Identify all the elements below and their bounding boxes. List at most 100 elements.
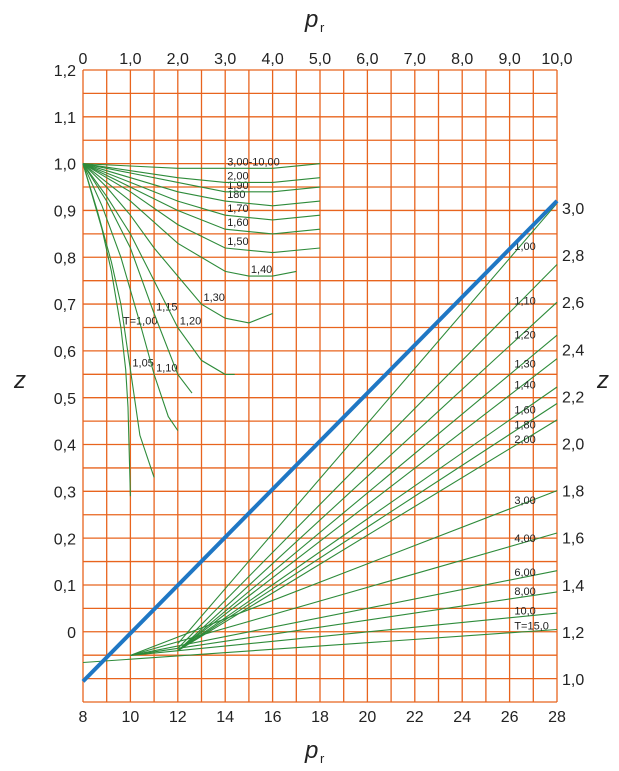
isotherm-label-low: 1,10 bbox=[156, 362, 177, 374]
isotherm-label-low: 1,20 bbox=[180, 316, 201, 328]
isotherm-label-low: 3,00-10,00 bbox=[227, 156, 280, 168]
isotherm-label-high: 4,00 bbox=[514, 533, 535, 545]
isotherm-curve-low bbox=[82, 163, 321, 207]
isotherm-label-high: 1,30 bbox=[514, 359, 535, 371]
isotherm-curve-low bbox=[82, 163, 321, 254]
left-tick-label: 0,7 bbox=[54, 297, 76, 314]
top-axis-subscript: r bbox=[320, 20, 325, 35]
isotherm-label-high: 1,40 bbox=[514, 380, 535, 392]
isotherm-label-high: 10,0 bbox=[514, 605, 535, 617]
isotherm-label-low: 1,70 bbox=[227, 203, 248, 215]
isotherm-curve-low bbox=[82, 163, 193, 394]
isotherm-curve-high bbox=[130, 532, 558, 656]
top-tick-label: 5,0 bbox=[309, 51, 331, 68]
isotherm-curve-high bbox=[177, 202, 558, 645]
bottom-axis-title: p bbox=[304, 737, 318, 764]
left-tick-label: 0,2 bbox=[54, 531, 76, 548]
isotherm-curve-high bbox=[177, 264, 558, 649]
isotherm-curve-low bbox=[82, 163, 321, 235]
isotherm-curve-low bbox=[82, 163, 321, 183]
right-tick-label: 2,0 bbox=[562, 437, 584, 454]
isotherm-curve-low bbox=[82, 163, 321, 193]
isotherm-curve-low bbox=[82, 163, 235, 375]
left-tick-label: 1,0 bbox=[54, 157, 76, 174]
isotherm-curve-high bbox=[82, 628, 558, 664]
left-tick-label: 1,1 bbox=[54, 110, 76, 127]
curves: T=1,001,05 1,101,151,201,301,401,501,601,… bbox=[81, 156, 559, 683]
top-tick-label: 0 bbox=[79, 51, 88, 68]
top-tick-label: 2,0 bbox=[167, 51, 189, 68]
right-tick-label: 2,8 bbox=[562, 248, 584, 265]
right-tick-label: 1,2 bbox=[562, 625, 584, 642]
top-tick-label: 4,0 bbox=[261, 51, 283, 68]
isotherm-curve-high bbox=[130, 612, 558, 656]
isotherm-label-low: 1,05 bbox=[132, 358, 153, 370]
bottom-tick-label: 14 bbox=[216, 709, 234, 726]
isotherm-label-high: T=15,0 bbox=[514, 621, 549, 633]
bottom-tick-label: 12 bbox=[169, 709, 187, 726]
isotherm-label-high: 1,60 bbox=[514, 405, 535, 417]
top-tick-label: 1,0 bbox=[119, 51, 141, 68]
right-tick-label: 2,2 bbox=[562, 389, 584, 406]
isotherm-curve-high bbox=[177, 386, 558, 652]
right-tick-label: 1,4 bbox=[562, 578, 584, 595]
top-tick-label: 10,0 bbox=[541, 51, 572, 68]
right-tick-label: 2,6 bbox=[562, 295, 584, 312]
isotherm-label-high: 1,80 bbox=[514, 419, 535, 431]
isotherm-curve-low bbox=[82, 163, 273, 324]
isotherm-label-high: 1,20 bbox=[514, 329, 535, 341]
isotherm-curve-low bbox=[82, 163, 155, 478]
isotherm-label-high: 6,00 bbox=[514, 567, 535, 579]
right-tick-label: 1,0 bbox=[562, 672, 584, 689]
bottom-axis-subscript: r bbox=[320, 751, 325, 766]
bottom-tick-label: 8 bbox=[79, 709, 88, 726]
isotherm-label-high: 3,00 bbox=[514, 495, 535, 507]
diagonal-reference-line bbox=[81, 199, 559, 683]
top-tick-label: 3,0 bbox=[214, 51, 236, 68]
isotherm-curve-high bbox=[177, 403, 558, 652]
left-tick-label: 0,3 bbox=[54, 485, 76, 502]
top-tick-label: 7,0 bbox=[404, 51, 426, 68]
bottom-tick-label: 18 bbox=[311, 709, 329, 726]
isotherm-curve-high bbox=[177, 334, 558, 652]
isotherm-label-high: 1,00 bbox=[514, 241, 535, 253]
isotherm-curve-high bbox=[177, 301, 558, 652]
isotherm-curve-high bbox=[130, 490, 558, 656]
isotherm-label-low: T=1,00 bbox=[123, 316, 158, 328]
top-tick-label: 9,0 bbox=[498, 51, 520, 68]
isotherm-curve-high bbox=[130, 570, 558, 656]
bottom-tick-label: 22 bbox=[406, 709, 424, 726]
isotherm-label-high: 1,10 bbox=[514, 296, 535, 308]
right-tick-label: 1,8 bbox=[562, 484, 584, 501]
bottom-tick-label: 16 bbox=[264, 709, 282, 726]
isotherm-curve-high bbox=[177, 358, 558, 652]
bottom-tick-label: 28 bbox=[548, 709, 566, 726]
left-tick-label: 0,9 bbox=[54, 204, 76, 221]
isotherm-curve-low bbox=[82, 163, 297, 277]
isotherm-label-high: 2,00 bbox=[514, 434, 535, 446]
top-tick-label: 8,0 bbox=[451, 51, 473, 68]
isotherm-label-low: 1,15 bbox=[156, 302, 177, 314]
isotherm-curve-low bbox=[82, 163, 321, 169]
isotherm-label-low: 1,50 bbox=[227, 236, 248, 248]
right-tick-label: 3,0 bbox=[562, 201, 584, 218]
right-axis-title: z bbox=[596, 367, 609, 394]
right-tick-label: 2,4 bbox=[562, 342, 584, 359]
bottom-tick-label: 10 bbox=[122, 709, 140, 726]
tick-labels: 0 1,0 2,0 3,0 4,0 5,0 6,0 7,0 8,0 9,0 10,0 8 10 12 14 1… bbox=[54, 51, 585, 726]
isotherm-label-high: 8,00 bbox=[514, 586, 535, 598]
left-tick-label: 0,1 bbox=[54, 578, 76, 595]
top-axis-title: p bbox=[304, 6, 318, 33]
isotherm-label-low: 2,00 bbox=[227, 170, 248, 182]
isotherm-label-low: 1,40 bbox=[251, 264, 272, 276]
left-tick-label: 1,2 bbox=[54, 63, 76, 80]
isotherm-label-low: 1,30 bbox=[204, 292, 225, 304]
bottom-tick-label: 24 bbox=[453, 709, 471, 726]
left-tick-label: 0 bbox=[67, 625, 76, 642]
left-tick-label: 0,8 bbox=[54, 250, 76, 267]
left-axis-title: z bbox=[13, 367, 26, 394]
top-tick-label: 6,0 bbox=[356, 51, 378, 68]
left-tick-label: 0,5 bbox=[54, 391, 76, 408]
bottom-tick-label: 26 bbox=[501, 709, 519, 726]
